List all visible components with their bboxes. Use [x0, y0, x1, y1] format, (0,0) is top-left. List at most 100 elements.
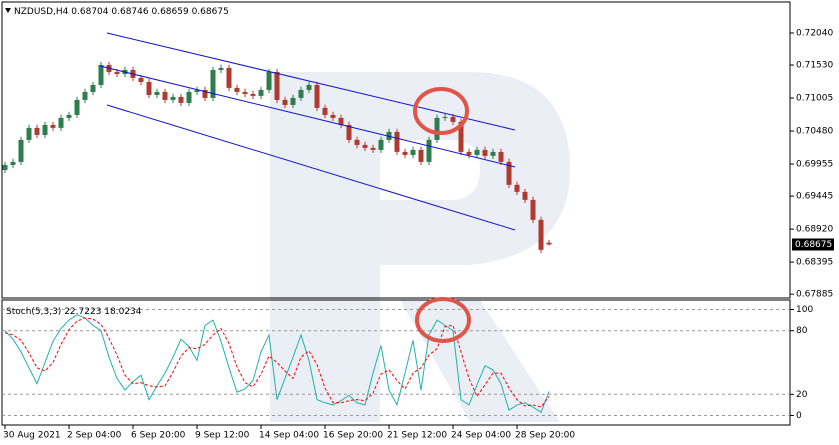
candle-body — [242, 91, 248, 94]
y-tick-label: 0.68920 — [796, 225, 833, 235]
candle-body — [346, 124, 352, 140]
menu-arrow[interactable] — [5, 8, 11, 13]
x-tick-label: 28 Sep 20:00 — [515, 431, 575, 441]
y-tick-label: 0 — [796, 411, 802, 421]
y-tick-label: 80 — [796, 326, 808, 336]
y-tick-label: 0.72040 — [796, 28, 833, 38]
candle-body — [258, 89, 264, 96]
symbol: NZDUSD,H4 — [14, 7, 69, 17]
indicator: Stoch(5,3,3) — [6, 307, 61, 317]
candle-body — [506, 161, 512, 185]
candle-body — [426, 139, 432, 162]
candle-body — [282, 99, 288, 105]
candle-body — [26, 127, 32, 140]
y-tick-label: 100 — [796, 305, 813, 315]
candle-body — [210, 69, 216, 98]
candle-body — [154, 91, 160, 95]
candle-body — [82, 91, 88, 100]
candle-body — [362, 144, 368, 148]
candle-body — [482, 149, 488, 156]
candle-body — [186, 91, 192, 103]
candle-body — [322, 107, 328, 115]
candle-body — [178, 96, 184, 103]
stoch-panel — [1, 299, 791, 426]
candle-body — [514, 184, 520, 192]
candle-body — [114, 71, 120, 74]
candle-body — [458, 121, 464, 152]
candle-body — [530, 199, 536, 220]
x-tick-label: 30 Aug 2021 — [3, 431, 61, 441]
y-tick-label: 0.71005 — [796, 94, 833, 104]
candle-body — [330, 114, 336, 118]
x-tick-label: 16 Sep 20:00 — [323, 431, 383, 441]
candle-body — [466, 151, 472, 155]
candle-body — [18, 139, 24, 162]
candle-body — [498, 151, 504, 162]
x-tick-label: 9 Sep 12:00 — [195, 431, 250, 441]
candle-body — [274, 71, 280, 100]
price-marker-label: 0.68675 — [795, 240, 832, 250]
low: 0.68659 — [151, 7, 188, 17]
candle-body — [338, 117, 344, 125]
candle-body — [66, 114, 72, 118]
candle-body — [450, 116, 456, 122]
candle-body — [74, 99, 80, 115]
candle-body — [442, 116, 448, 118]
highlight-circle — [415, 297, 471, 343]
candle-body — [138, 77, 144, 82]
x-tick-label: 6 Sep 20:00 — [131, 431, 186, 441]
candle-body — [306, 84, 312, 90]
candle-body — [314, 84, 320, 108]
channel — [99, 32, 516, 231]
y-tick-label: 0.68395 — [796, 258, 833, 268]
candle-body — [2, 164, 8, 171]
candle-body — [170, 96, 176, 100]
candle-body — [546, 242, 552, 245]
high: 0.68746 — [111, 7, 148, 17]
candle-body — [250, 93, 256, 96]
d-value: 18.0234 — [104, 307, 141, 317]
y-tick-label: 0.70480 — [796, 127, 833, 137]
candle-body — [98, 64, 104, 85]
candle-body — [354, 139, 360, 145]
candle-body — [290, 97, 296, 105]
candle-body — [418, 149, 424, 162]
candle-body — [370, 147, 376, 150]
stoch-legend: Stoch(5,3,3) 22.7223 18.0234 — [6, 307, 142, 317]
x-tick-label: 14 Sep 04:00 — [259, 431, 319, 441]
close: 0.68675 — [192, 7, 229, 17]
marks — [2, 61, 790, 417]
candle-body — [434, 117, 440, 140]
y-tick-label: 20 — [796, 390, 808, 400]
y-tick-label: 0.69955 — [796, 160, 833, 170]
candle-body — [410, 149, 416, 155]
watermark — [270, 72, 570, 422]
candle-body — [162, 91, 168, 100]
x-tick-label: 21 Sep 12:00 — [387, 431, 447, 441]
candle-body — [226, 67, 232, 88]
candle-body — [490, 151, 496, 156]
main-legend: NZDUSD,H4 0.68704 0.68746 0.68659 0.6867… — [14, 7, 229, 17]
candle-body — [146, 81, 152, 95]
candle-body — [266, 71, 272, 90]
candle-body — [42, 124, 48, 135]
y-tick-label: 0.67885 — [796, 290, 833, 300]
candle-body — [50, 124, 56, 128]
candle-body — [10, 161, 16, 165]
candle-body — [34, 127, 40, 135]
candle-body — [234, 87, 240, 92]
highlight-circle — [413, 87, 469, 135]
stoch-line — [4, 317, 550, 408]
candle-body — [522, 191, 528, 200]
x-tick-label: 24 Sep 04:00 — [451, 431, 511, 441]
candle-body — [378, 139, 384, 150]
candle-body — [402, 151, 408, 155]
open: 0.68704 — [71, 7, 108, 17]
x-tick-label: 2 Sep 04:00 — [67, 431, 122, 441]
candle-body — [474, 149, 480, 155]
y-tick-label: 0.69445 — [796, 192, 833, 202]
candle-body — [538, 219, 544, 250]
candle-body — [194, 89, 200, 92]
candle-body — [90, 84, 96, 92]
